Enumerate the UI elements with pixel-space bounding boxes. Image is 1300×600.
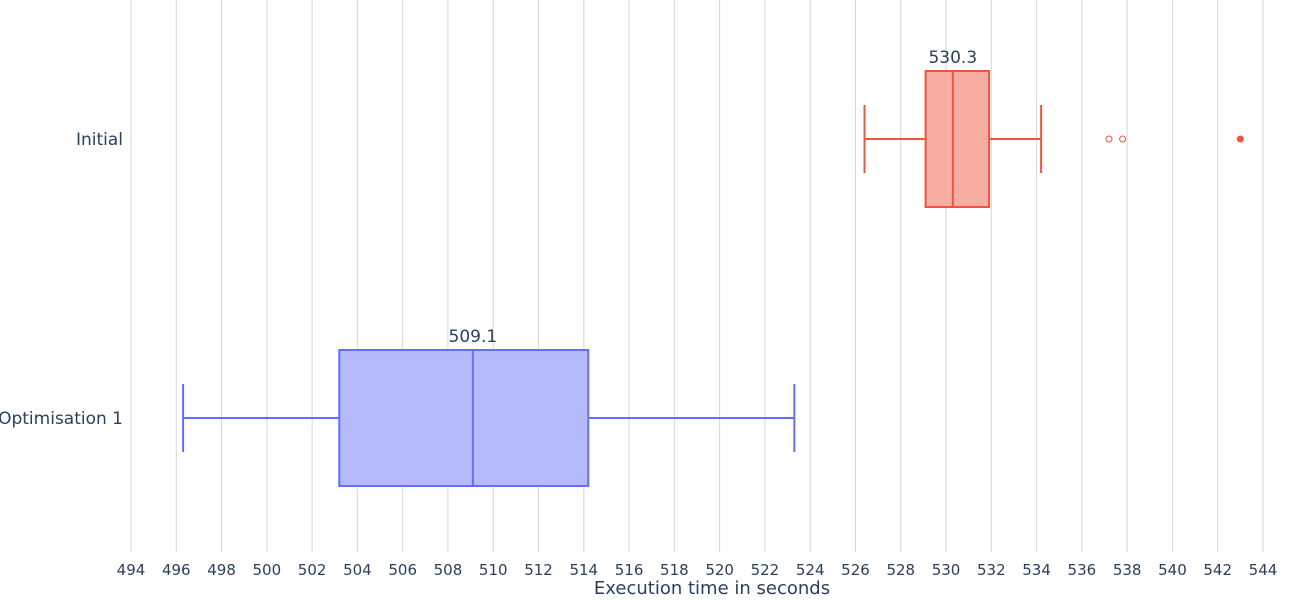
x-tick-label: 494: [117, 561, 146, 579]
outlier-point: [1105, 135, 1113, 143]
x-tick-label: 538: [1113, 561, 1142, 579]
x-tick-label: 536: [1068, 561, 1097, 579]
x-tick-label: 512: [524, 561, 553, 579]
x-tick-label: 544: [1249, 561, 1278, 579]
x-tick-label: 528: [886, 561, 915, 579]
x-tick-label: 542: [1203, 561, 1232, 579]
x-tick-label: 498: [207, 561, 236, 579]
x-tick-label: 510: [479, 561, 508, 579]
x-tick-label: 532: [977, 561, 1006, 579]
y-axis-categories: Initial Optimisation 1: [0, 130, 123, 429]
x-tick-label: 540: [1158, 561, 1187, 579]
x-tick-label: 530: [932, 561, 961, 579]
box-series: 530.3 509.1: [182, 48, 1244, 487]
x-tick-label: 534: [1022, 561, 1051, 579]
x-tick-label: 508: [434, 561, 463, 579]
x-tick-label: 496: [162, 561, 191, 579]
x-tick-label: 518: [660, 561, 689, 579]
x-tick-label: 522: [751, 561, 780, 579]
y-category-label: Optimisation 1: [0, 409, 123, 429]
x-tick-label: 502: [298, 561, 327, 579]
x-tick-label: 524: [796, 561, 825, 579]
outlier-point: [1119, 135, 1127, 143]
x-tick-label: 506: [388, 561, 417, 579]
x-tick-label: 520: [705, 561, 734, 579]
median-annotation: 530.3: [928, 48, 977, 68]
x-tick-label: 526: [841, 561, 870, 579]
x-tick-label: 516: [615, 561, 644, 579]
x-tick-label: 504: [343, 561, 372, 579]
median-annotation: 509.1: [449, 327, 498, 347]
iqr-box: [924, 70, 991, 208]
grid-lines: [130, 0, 1264, 552]
x-tick-label: 514: [569, 561, 598, 579]
y-category-label: Initial: [76, 130, 123, 150]
iqr-box: [338, 349, 590, 487]
x-tick-label: 500: [253, 561, 282, 579]
box-initial: 530.3: [863, 48, 1244, 208]
x-axis-label: Execution time in seconds: [594, 578, 830, 599]
x-axis-ticks: 494 496 498 500 502 504 506 508 510 512 514 516 518 5…: [117, 561, 1278, 579]
suspected-outlier-point: [1236, 135, 1244, 143]
box-optimisation-1: 509.1: [182, 327, 796, 487]
